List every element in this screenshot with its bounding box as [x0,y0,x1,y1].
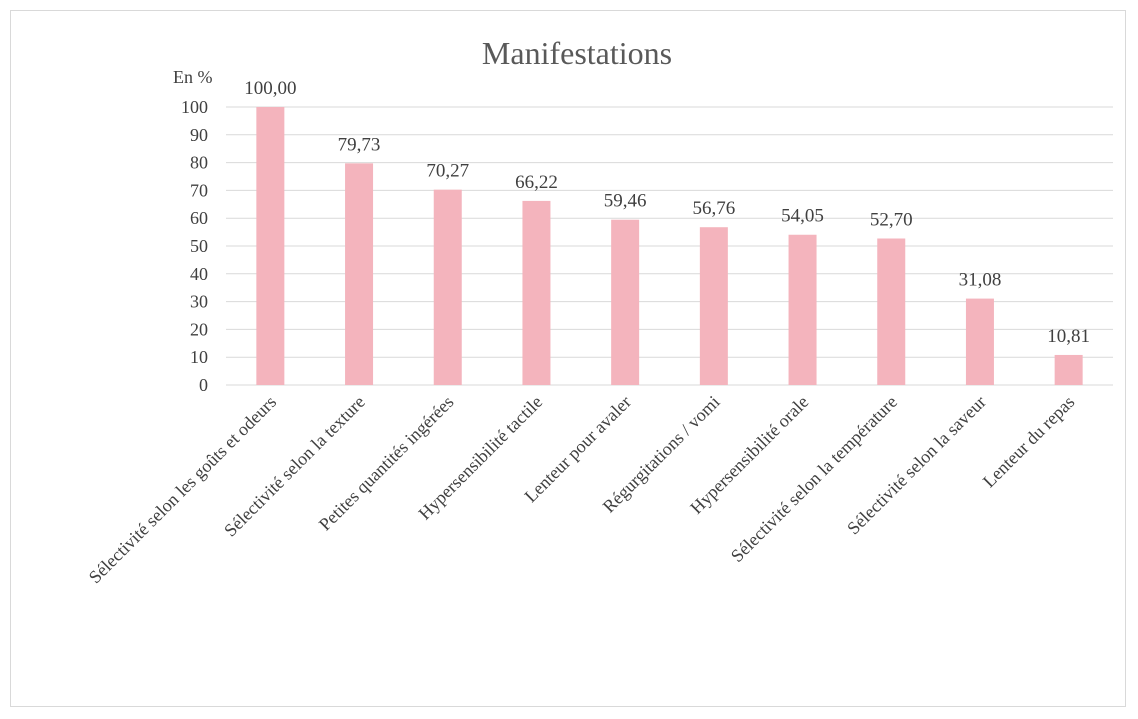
bar [611,219,640,385]
bar [877,238,906,385]
category-label: Sélectivité selon la température [727,392,901,566]
y-tick-label: 100 [181,97,208,117]
y-tick-label: 0 [199,375,208,395]
category-label: Lenteur du repas [979,392,1079,492]
category-labels: Sélectivité selon les goûts et odeurs Sél… [85,392,1079,587]
data-label: 54,05 [781,206,824,227]
bar [433,189,462,385]
bar [1054,354,1083,385]
gridlines [226,106,1113,386]
y-tick-label: 80 [190,153,208,173]
y-tick-label: 30 [190,292,208,312]
y-tick-label: 90 [190,125,208,145]
y-tick-label: 60 [190,208,208,228]
bar [699,227,728,385]
y-tick-label: 40 [190,264,208,284]
y-tick-label: 70 [190,180,208,200]
bar [522,200,551,385]
bar [256,107,285,385]
data-label: 100,00 [244,78,296,99]
data-label: 79,73 [338,134,381,155]
chart-title: Manifestations [482,35,672,71]
data-label: 52,70 [870,209,913,230]
y-tick-label: 20 [190,319,208,339]
y-axis-unit-label: En % [173,67,213,87]
bars [256,107,1083,385]
bar [788,234,817,385]
data-label: 59,46 [604,191,647,212]
data-label: 56,76 [692,198,735,219]
data-label: 10,81 [1047,326,1090,347]
bar [345,163,374,385]
data-label: 31,08 [959,270,1002,291]
data-label: 66,22 [515,172,558,193]
chart-frame [10,10,1126,707]
bar [965,298,994,385]
data-label: 70,27 [426,161,469,182]
y-tick-label: 50 [190,236,208,256]
data-labels: 100,00 79,73 70,27 66,22 59,46 56,76 54,05 52,7… [244,78,1090,347]
y-tick-label: 10 [190,347,208,367]
category-label: Sélectivité selon les goûts et odeurs [85,392,280,587]
y-axis-ticks: 0 10 20 30 40 50 60 70 80 90 100 [181,97,208,395]
